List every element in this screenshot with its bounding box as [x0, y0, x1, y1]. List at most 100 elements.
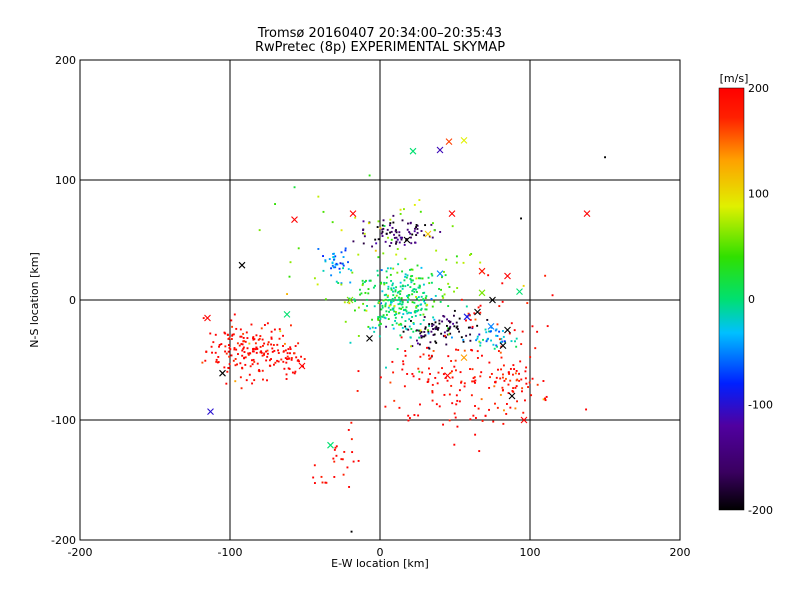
data-point [274, 361, 277, 364]
data-point [381, 306, 384, 309]
data-point [419, 329, 422, 332]
data-point [423, 335, 426, 338]
data-point [432, 328, 435, 330]
data-point [381, 230, 384, 233]
data-point [428, 358, 431, 360]
data-point [500, 337, 503, 340]
data-point [377, 274, 379, 277]
data-point [451, 402, 454, 405]
data-point [335, 280, 338, 283]
data-point [459, 371, 462, 374]
data-point [402, 313, 405, 315]
data-point [516, 400, 518, 403]
cross-marker [504, 326, 511, 334]
colorbar [718, 87, 745, 511]
data-point [417, 309, 420, 312]
data-point [416, 228, 419, 230]
data-point [252, 348, 255, 351]
data-point [385, 282, 388, 284]
data-point [254, 342, 257, 345]
data-point [249, 365, 252, 368]
data-point [479, 375, 482, 378]
data-point [349, 281, 352, 284]
data-point [453, 412, 456, 415]
cross-marker [444, 372, 451, 379]
data-point [398, 323, 401, 326]
data-point [324, 260, 327, 263]
data-point [255, 351, 258, 354]
cross-marker [409, 147, 417, 155]
data-point [246, 347, 249, 350]
data-point [313, 464, 316, 467]
data-point [338, 267, 341, 270]
data-point [411, 345, 414, 348]
data-point [401, 326, 404, 329]
data-point [379, 282, 382, 285]
data-point [458, 317, 461, 320]
data-point [442, 423, 445, 426]
data-point [295, 356, 298, 359]
data-point [228, 355, 231, 358]
data-point [426, 346, 428, 349]
data-point [334, 266, 337, 269]
data-point [373, 305, 376, 308]
data-point [250, 323, 253, 326]
cross-marker [499, 342, 507, 349]
data-point [434, 340, 437, 343]
data-point [380, 315, 383, 318]
data-point [516, 378, 519, 381]
data-point [239, 376, 242, 379]
data-point [443, 315, 446, 318]
data-point [261, 369, 264, 372]
data-point [437, 327, 440, 329]
data-point [405, 276, 408, 279]
data-point [335, 454, 338, 457]
data-point [510, 322, 513, 325]
data-point [431, 325, 434, 328]
data-point [400, 323, 403, 326]
data-point [263, 353, 265, 356]
data-point [453, 309, 456, 312]
data-point [227, 344, 230, 347]
data-point [344, 247, 347, 250]
data-point [415, 305, 418, 308]
data-point [259, 335, 262, 337]
data-point [376, 269, 379, 272]
data-point [470, 253, 473, 255]
data-point [265, 359, 268, 362]
data-point [258, 370, 261, 373]
data-point [399, 285, 402, 288]
data-point [401, 219, 404, 222]
data-point [377, 317, 380, 320]
data-point [455, 369, 457, 372]
data-point [211, 351, 213, 354]
grid-lines [80, 60, 680, 540]
cross-marker [283, 311, 291, 318]
data-point [488, 361, 491, 364]
data-point [388, 298, 391, 301]
data-point [230, 319, 233, 322]
data-point [254, 348, 257, 351]
data-point [430, 272, 433, 275]
data-point [330, 274, 333, 277]
data-point [384, 240, 387, 243]
data-point [544, 274, 547, 277]
cross-marker [460, 354, 468, 361]
data-point [231, 333, 234, 336]
data-point [435, 325, 438, 328]
data-point [450, 336, 453, 339]
data-point [522, 284, 525, 287]
data-point [471, 325, 474, 328]
data-point [230, 354, 233, 357]
data-point [411, 301, 414, 304]
data-point [380, 308, 383, 311]
data-point [470, 394, 473, 397]
data-point [253, 338, 256, 341]
data-point [253, 379, 256, 382]
data-point [378, 324, 381, 327]
data-point [513, 368, 516, 371]
data-point [367, 288, 370, 291]
data-point [415, 288, 417, 291]
data-point [405, 306, 408, 309]
data-point [502, 335, 505, 338]
